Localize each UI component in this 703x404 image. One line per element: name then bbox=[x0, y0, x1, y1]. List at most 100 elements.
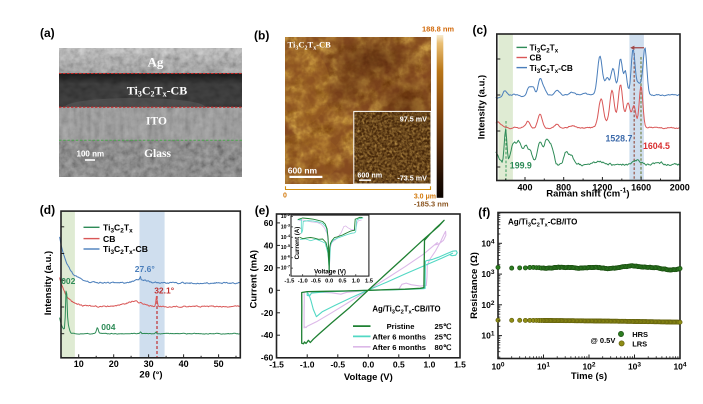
svg-text:10-4: 10-4 bbox=[281, 233, 291, 241]
svg-text:Current (mA): Current (mA) bbox=[248, 250, 259, 309]
svg-text:600 nm: 600 nm bbox=[288, 166, 318, 176]
svg-text:80℃: 80℃ bbox=[435, 343, 452, 352]
svg-text:10-3: 10-3 bbox=[281, 223, 291, 231]
svg-text:2000: 2000 bbox=[670, 183, 690, 193]
svg-text:-73.5 mV: -73.5 mV bbox=[397, 173, 427, 182]
svg-text:1.5: 1.5 bbox=[365, 279, 374, 285]
svg-text:400: 400 bbox=[517, 183, 532, 193]
svg-text:0.5: 0.5 bbox=[393, 359, 405, 369]
svg-text:-0.5: -0.5 bbox=[330, 359, 345, 369]
svg-text:199.9: 199.9 bbox=[510, 161, 532, 171]
svg-text:Time (s): Time (s) bbox=[571, 371, 607, 382]
svg-text:1.0: 1.0 bbox=[352, 279, 360, 285]
svg-text:104: 104 bbox=[673, 361, 686, 371]
svg-text:Voltage (V): Voltage (V) bbox=[344, 372, 393, 383]
svg-text:27.6°: 27.6° bbox=[135, 264, 156, 274]
svg-text:50: 50 bbox=[214, 359, 224, 369]
svg-text:(b): (b) bbox=[254, 29, 269, 43]
svg-text:10-6: 10-6 bbox=[281, 253, 291, 261]
svg-text:(d): (d) bbox=[40, 203, 55, 217]
svg-text:HRS: HRS bbox=[632, 330, 648, 339]
svg-text:-1.0: -1.0 bbox=[300, 359, 315, 369]
svg-text:After 6 months: After 6 months bbox=[372, 333, 426, 342]
svg-text:1528.7: 1528.7 bbox=[606, 134, 633, 144]
svg-text:Ti3C2Tx: Ti3C2Tx bbox=[103, 223, 133, 235]
svg-text:Intensity (a.u.): Intensity (a.u.) bbox=[477, 75, 488, 139]
svg-text:0.0: 0.0 bbox=[325, 279, 333, 285]
svg-text:ITO: ITO bbox=[146, 116, 167, 128]
svg-text:(e): (e) bbox=[255, 204, 270, 218]
svg-text:Ag/Ti3C2Tx-CB/ITO: Ag/Ti3C2Tx-CB/ITO bbox=[508, 218, 577, 229]
svg-text:-60: -60 bbox=[261, 353, 274, 363]
svg-text:104: 104 bbox=[481, 238, 494, 248]
svg-text:(f): (f) bbox=[478, 205, 490, 219]
svg-text:103: 103 bbox=[481, 269, 494, 279]
svg-text:101: 101 bbox=[481, 331, 494, 341]
svg-text:CB: CB bbox=[103, 234, 115, 244]
svg-text:32.1°: 32.1° bbox=[154, 286, 175, 296]
svg-text:Ti3C2Tx-CB: Ti3C2Tx-CB bbox=[103, 244, 148, 256]
svg-text:1600: 1600 bbox=[631, 183, 651, 193]
svg-text:25℃: 25℃ bbox=[435, 333, 452, 342]
svg-text:Ti3C2Tx-CB: Ti3C2Tx-CB bbox=[127, 84, 187, 99]
svg-text:1200: 1200 bbox=[592, 183, 612, 193]
svg-text:0.0: 0.0 bbox=[362, 359, 374, 369]
svg-text:Current (A): Current (A) bbox=[294, 227, 301, 260]
svg-text:800: 800 bbox=[556, 183, 571, 193]
svg-text:100: 100 bbox=[491, 361, 504, 371]
svg-text:-40: -40 bbox=[261, 330, 274, 340]
svg-text:10-2: 10-2 bbox=[281, 212, 291, 220]
svg-text:(c): (c) bbox=[473, 23, 488, 37]
svg-text:100 nm: 100 nm bbox=[77, 150, 105, 159]
svg-text:10-5: 10-5 bbox=[281, 243, 291, 251]
svg-text:97.5 mV: 97.5 mV bbox=[400, 115, 427, 124]
svg-text:102: 102 bbox=[481, 300, 494, 310]
svg-text:0.5: 0.5 bbox=[338, 279, 347, 285]
svg-text:2θ (°): 2θ (°) bbox=[139, 370, 162, 381]
svg-text:004: 004 bbox=[101, 322, 115, 332]
svg-text:Glass: Glass bbox=[144, 148, 171, 160]
svg-text:10: 10 bbox=[74, 359, 84, 369]
svg-text:002: 002 bbox=[61, 276, 75, 286]
svg-text:40: 40 bbox=[179, 359, 189, 369]
svg-text:1.5: 1.5 bbox=[454, 359, 466, 369]
svg-text:-185.3 nm: -185.3 nm bbox=[414, 200, 449, 209]
svg-text:Ti3C2Tx-CB: Ti3C2Tx-CB bbox=[288, 40, 332, 52]
svg-text:1.0: 1.0 bbox=[423, 359, 435, 369]
svg-text:3.0 μm: 3.0 μm bbox=[414, 194, 436, 201]
svg-text:LRS: LRS bbox=[632, 339, 647, 348]
svg-text:(a): (a) bbox=[40, 26, 55, 40]
svg-text:@ 0.5V: @ 0.5V bbox=[591, 336, 616, 345]
svg-text:Pristine: Pristine bbox=[387, 322, 415, 331]
svg-text:-20: -20 bbox=[261, 308, 274, 318]
svg-text:-1.5: -1.5 bbox=[269, 359, 284, 369]
svg-text:101: 101 bbox=[537, 361, 550, 371]
svg-text:102: 102 bbox=[582, 361, 595, 371]
svg-text:40: 40 bbox=[264, 240, 274, 250]
svg-text:0: 0 bbox=[268, 285, 273, 295]
svg-text:Resistance (Ω): Resistance (Ω) bbox=[469, 252, 480, 319]
svg-text:-1.0: -1.0 bbox=[298, 279, 308, 285]
svg-text:CB: CB bbox=[530, 53, 542, 63]
svg-text:103: 103 bbox=[628, 361, 641, 371]
svg-text:-0.5: -0.5 bbox=[311, 279, 322, 285]
svg-text:600 nm: 600 nm bbox=[357, 171, 382, 180]
svg-text:Ti3C2Tx: Ti3C2Tx bbox=[530, 43, 559, 55]
svg-text:20: 20 bbox=[264, 263, 274, 273]
svg-text:20: 20 bbox=[109, 359, 119, 369]
svg-text:0: 0 bbox=[283, 193, 287, 200]
svg-text:After 6 months: After 6 months bbox=[372, 343, 426, 352]
svg-text:Ag: Ag bbox=[148, 55, 164, 70]
svg-text:60: 60 bbox=[264, 218, 274, 228]
svg-text:30: 30 bbox=[144, 359, 154, 369]
svg-text:Intensity (a.u.): Intensity (a.u.) bbox=[43, 251, 54, 315]
svg-text:Raman shift (cm-1): Raman shift (cm-1) bbox=[546, 188, 629, 200]
svg-text:Voltage (V): Voltage (V) bbox=[314, 269, 346, 276]
svg-text:188.8 nm: 188.8 nm bbox=[422, 25, 454, 34]
svg-text:Ag/Ti3C2Tx-CB/ITO: Ag/Ti3C2Tx-CB/ITO bbox=[372, 305, 440, 316]
svg-text:Ti3C2Tx-CB: Ti3C2Tx-CB bbox=[530, 63, 573, 75]
svg-text:10-7: 10-7 bbox=[281, 264, 290, 272]
svg-text:25℃: 25℃ bbox=[435, 322, 452, 331]
svg-text:-1.5: -1.5 bbox=[284, 279, 295, 285]
svg-text:1604.5: 1604.5 bbox=[643, 141, 670, 151]
